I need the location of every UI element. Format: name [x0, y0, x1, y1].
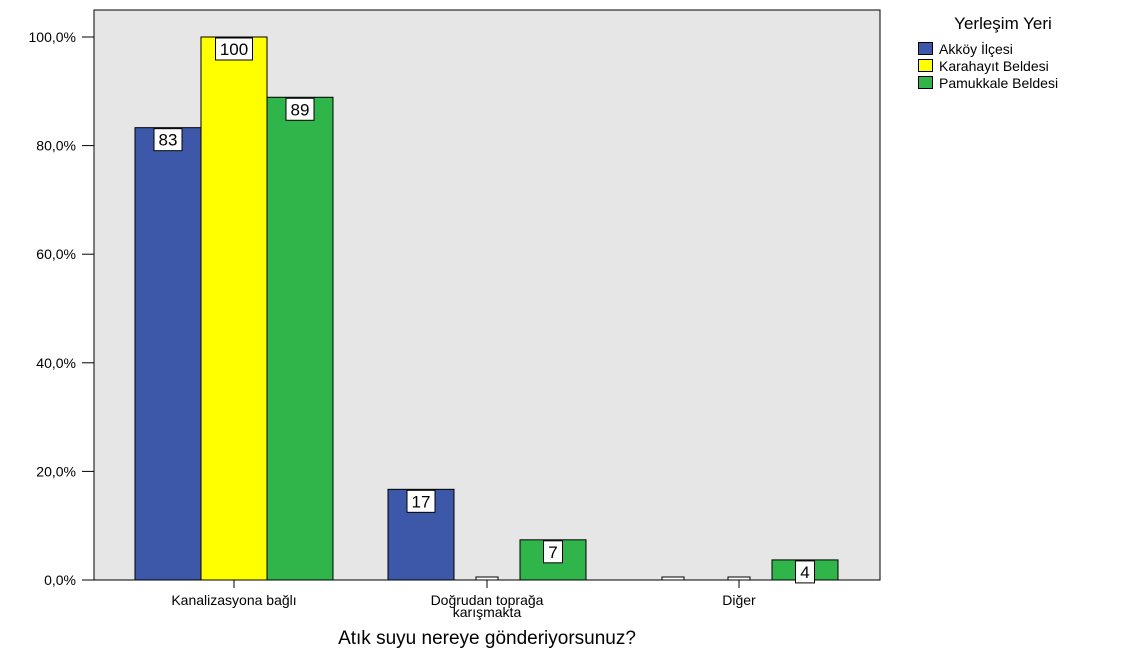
x-axis-title: Atık suyu nereye gönderiyorsunuz?	[338, 628, 636, 649]
data-label: 17	[412, 492, 431, 511]
data-label-box-empty	[727, 576, 751, 581]
data-label-box	[215, 37, 253, 61]
data-label-box-empty	[661, 576, 685, 581]
legend: Yerleşim Yeri Akköy İlçesi Karahayıt Bel…	[918, 14, 1118, 91]
bar	[266, 96, 334, 581]
data-label-box	[406, 489, 436, 513]
data-label: 100	[220, 40, 248, 59]
data-label: 89	[291, 100, 310, 119]
y-tick-label: 40,0%	[36, 355, 76, 371]
legend-label-karahayit: Karahayıt Beldesi	[939, 57, 1049, 74]
x-tick-label: Diğer	[722, 592, 756, 608]
data-label: 7	[548, 543, 557, 562]
bar	[200, 36, 268, 581]
y-tick-label: 20,0%	[36, 463, 76, 479]
bar	[134, 127, 202, 581]
x-tick-label: Doğrudan toprağa	[431, 592, 544, 608]
legend-swatch-pamukkale	[918, 76, 933, 89]
data-label-box	[543, 540, 563, 564]
data-label-box	[153, 128, 183, 152]
legend-swatch-akkoy	[918, 42, 933, 55]
data-label-box	[285, 97, 315, 121]
x-tick-label: karışmakta	[453, 604, 522, 620]
y-axis: 0,0% 20,0% 40,0% 60,0% 80,0% 100,0%	[29, 29, 94, 588]
y-tick-label: 0,0%	[44, 572, 76, 588]
x-tick-label: Kanalizasyona bağlı	[171, 592, 296, 608]
y-tick-label: 60,0%	[36, 246, 76, 262]
legend-swatch-karahayit	[918, 59, 933, 72]
data-label: 83	[159, 131, 178, 150]
legend-item-akkoy: Akköy İlçesi	[918, 40, 1118, 57]
bars: 83 100 89 17 7 4	[134, 36, 839, 584]
data-label-box-empty	[475, 576, 499, 581]
legend-title: Yerleşim Yeri	[954, 14, 1052, 33]
y-tick-label: 80,0%	[36, 138, 76, 154]
x-axis: Kanalizasyona bağlı Doğrudan toprağakarış…	[171, 580, 756, 620]
legend-label-akkoy: Akköy İlçesi	[939, 40, 1013, 57]
legend-item-pamukkale: Pamukkale Beldesi	[918, 74, 1118, 91]
bar	[387, 488, 455, 581]
legend-label-pamukkale: Pamukkale Beldesi	[939, 74, 1059, 91]
data-label-box	[795, 560, 815, 584]
legend-item-karahayit: Karahayıt Beldesi	[918, 57, 1118, 74]
y-tick-label: 100,0%	[29, 29, 76, 45]
data-label: 4	[800, 563, 809, 582]
